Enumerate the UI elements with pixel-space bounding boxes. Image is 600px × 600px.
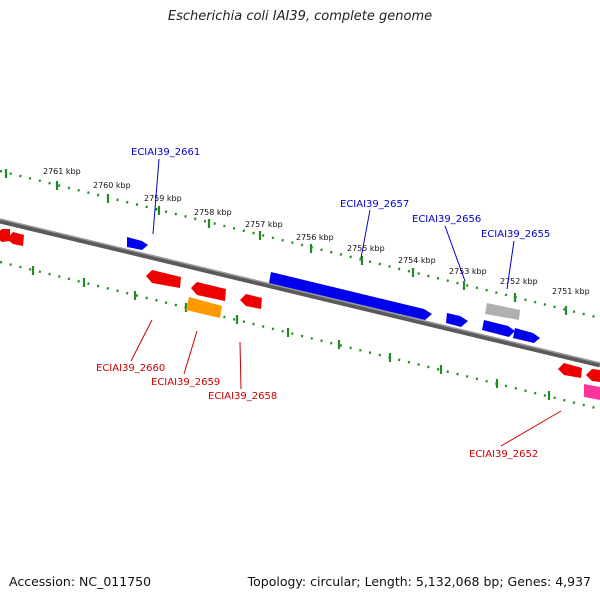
gene-forward[interactable] [513, 328, 540, 343]
gene-reverse[interactable] [586, 369, 600, 382]
leader-line [130, 319, 153, 362]
tick-label: 2752 kbp [500, 277, 538, 286]
tick-label: 2760 kbp [93, 181, 131, 190]
gene-reverse[interactable] [7, 232, 24, 246]
backbone-highlight [0, 218, 600, 364]
tick-label: 2761 kbp [43, 167, 81, 176]
leader-line [152, 158, 160, 235]
leader-line [500, 410, 562, 447]
gene-orange[interactable] [186, 297, 222, 318]
tick-label: 2755 kbp [347, 244, 385, 253]
gene-forward[interactable] [446, 313, 468, 327]
gene-reverse[interactable] [240, 294, 262, 309]
tick-label: 2756 kbp [296, 233, 334, 242]
gene-forward[interactable] [127, 237, 148, 250]
gene-gray[interactable] [485, 303, 520, 320]
tick-label: 2753 kbp [449, 267, 487, 276]
gene-forward[interactable] [269, 272, 432, 320]
reverse-genes [0, 229, 600, 400]
gene-label[interactable]: ECIAI39_2657 [340, 199, 409, 210]
tick-label: 2758 kbp [194, 208, 232, 217]
gene-forward[interactable] [482, 320, 515, 337]
accession-footer: Accession: NC_011750 [9, 574, 152, 589]
label-leaders [130, 158, 562, 447]
gene-label[interactable]: ECIAI39_2661 [131, 147, 200, 158]
gene-labels: ECIAI39_2661 ECIAI39_2657 ECIAI39_2656 E… [96, 147, 550, 460]
gene-label[interactable]: ECIAI39_2655 [481, 229, 550, 240]
tick-marks [4, 169, 568, 400]
gene-label[interactable]: ECIAI39_2652 [469, 449, 538, 460]
forward-genes [127, 237, 540, 343]
genome-backbone [0, 218, 600, 368]
genome-stats-footer: Topology: circular; Length: 5,132,068 bp… [247, 574, 591, 589]
backbone-line [0, 218, 600, 368]
leader-line [360, 209, 371, 259]
leader-line [506, 240, 515, 290]
tick-label: 2751 kbp [552, 287, 590, 296]
leader-line [444, 225, 466, 282]
page-title: Escherichia coli IAI39, complete genome [167, 9, 433, 24]
gene-label[interactable]: ECIAI39_2659 [151, 377, 220, 388]
gene-label[interactable]: ECIAI39_2660 [96, 363, 165, 374]
tick-label: 2759 kbp [144, 194, 182, 203]
tick-labels: 2761 kbp 2760 kbp 2759 kbp 2758 kbp 2757… [43, 167, 590, 296]
tick-label: 2757 kbp [245, 220, 283, 229]
gene-reverse[interactable] [191, 282, 226, 301]
leader-line [183, 330, 198, 375]
gene-label[interactable]: ECIAI39_2658 [208, 391, 277, 402]
gene-label[interactable]: ECIAI39_2656 [412, 214, 481, 225]
leader-line [239, 341, 242, 390]
gene-pink[interactable] [584, 384, 600, 400]
gene-reverse[interactable] [558, 363, 582, 378]
gene-reverse[interactable] [146, 270, 181, 288]
tick-label: 2754 kbp [398, 256, 436, 265]
